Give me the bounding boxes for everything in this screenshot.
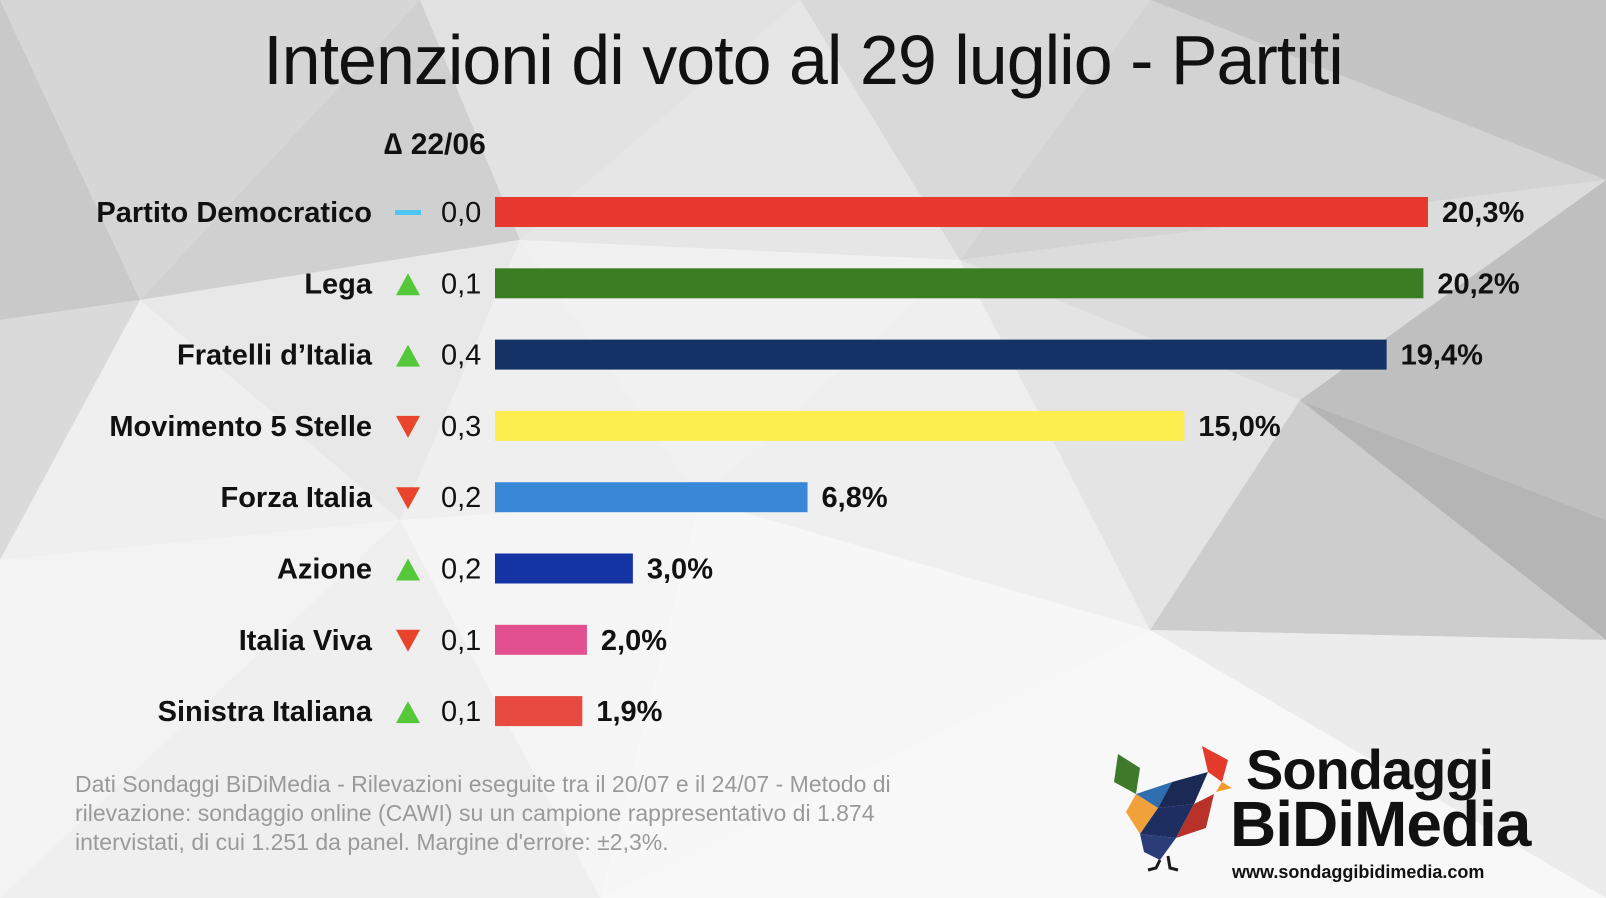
trend-up-icon xyxy=(396,701,420,724)
delta-value: 0,2 xyxy=(441,482,481,514)
trend-down-icon xyxy=(396,415,420,438)
bar xyxy=(495,624,587,655)
logo-url: www.sondaggibidimedia.com xyxy=(1232,862,1485,882)
party-label: Azione xyxy=(277,554,372,586)
trend-down-icon xyxy=(396,629,420,652)
delta-column-header: ∆ 22/06 xyxy=(384,128,486,161)
bar-value-label: 20,3% xyxy=(1442,197,1524,229)
bar xyxy=(495,339,1387,370)
trend-up-icon xyxy=(396,344,420,367)
party-label: Fratelli d’Italia xyxy=(177,340,373,372)
logo-line-2: BiDiMedia xyxy=(1230,788,1531,860)
delta-value: 0,1 xyxy=(441,625,481,657)
delta-value: 0,4 xyxy=(441,340,481,372)
party-label: Lega xyxy=(304,268,373,300)
logo-line-1: Sondaggi xyxy=(1246,738,1494,801)
brand-logo[interactable]: Sondaggi BiDiMedia www.sondaggibidimedia… xyxy=(1110,742,1590,892)
delta-value: 0,2 xyxy=(441,554,481,586)
party-label: Partito Democratico xyxy=(96,197,372,229)
trend-up-icon xyxy=(396,558,420,581)
bar-value-label: 1,9% xyxy=(596,696,662,728)
chart-title: Intenzioni di voto al 29 luglio - Partit… xyxy=(263,21,1344,99)
party-label: Movimento 5 Stelle xyxy=(109,411,372,443)
delta-value: 0,3 xyxy=(441,411,481,443)
bar-value-label: 20,2% xyxy=(1437,268,1519,300)
bar-value-label: 6,8% xyxy=(822,482,888,514)
bar-value-label: 15,0% xyxy=(1198,411,1280,443)
party-label: Sinistra Italiana xyxy=(158,696,373,728)
trend-flat-icon xyxy=(395,210,421,215)
bar xyxy=(495,696,583,727)
bar xyxy=(495,553,633,584)
trend-down-icon xyxy=(396,487,420,510)
bar xyxy=(495,482,808,513)
bar-value-label: 19,4% xyxy=(1401,340,1483,372)
bar xyxy=(495,268,1424,299)
bar-value-label: 2,0% xyxy=(601,625,667,657)
party-label: Italia Viva xyxy=(239,625,373,657)
rooster-logo-icon xyxy=(1114,746,1232,872)
bar xyxy=(495,410,1185,441)
delta-value: 0,1 xyxy=(441,696,481,728)
delta-value: 0,0 xyxy=(441,197,481,229)
party-label: Forza Italia xyxy=(221,482,373,514)
bar xyxy=(495,197,1428,227)
methodology-footnote: Dati Sondaggi BiDiMedia - Rilevazioni es… xyxy=(75,771,891,855)
delta-value: 0,1 xyxy=(441,268,481,300)
trend-up-icon xyxy=(396,273,420,296)
bar-value-label: 3,0% xyxy=(647,554,713,586)
